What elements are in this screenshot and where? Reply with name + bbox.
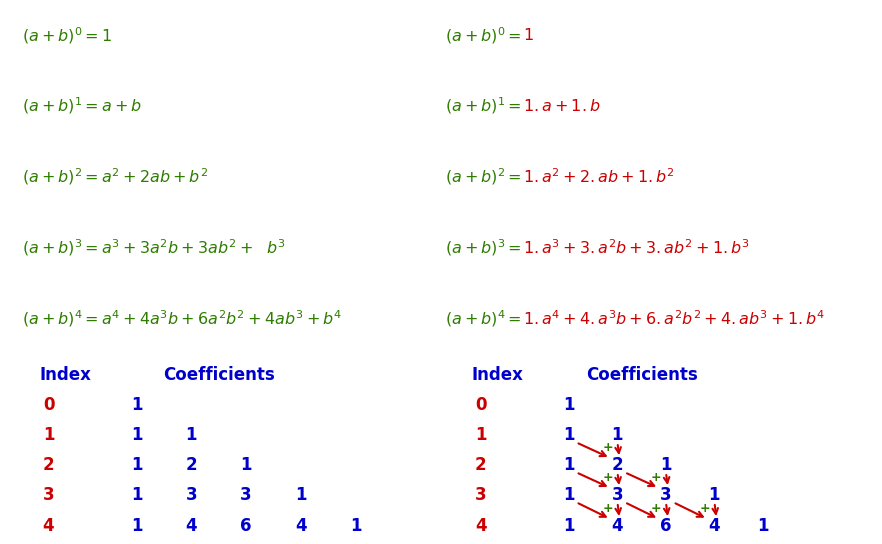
Text: $(a + b)^3 = a^3 + 3a^2b + 3ab^2 +\ \ b^3$: $(a + b)^3 = a^3 + 3a^2b + 3ab^2 +\ \ b^… [22,237,286,258]
Text: 2: 2 [611,456,624,474]
Text: $1$: $1$ [523,27,534,44]
Text: 1: 1 [240,456,252,474]
Text: 1: 1 [295,486,307,504]
Text: $1.a^4 + 4.a^3b + 6.a^2b^2 + 4.ab^3 + 1.b^4$: $1.a^4 + 4.a^3b + 6.a^2b^2 + 4.ab^3 + 1.… [523,309,826,327]
Text: 1: 1 [475,426,487,444]
Text: $1.a^3 + 3.a^2b + 3.ab^2 + 1.b^3$: $1.a^3 + 3.a^2b + 3.ab^2 + 1.b^3$ [523,238,750,257]
Text: $1.a + 1.b$: $1.a + 1.b$ [523,98,601,114]
Text: +: + [602,472,613,484]
Text: 1: 1 [131,517,143,535]
Text: 1: 1 [611,426,624,444]
Text: Index: Index [472,366,524,385]
Text: 1: 1 [708,486,721,504]
Text: 4: 4 [42,517,55,535]
Text: $(a + b)^4 = $: $(a + b)^4 = $ [445,308,522,329]
Text: 0: 0 [475,396,487,415]
Text: 1: 1 [757,517,769,535]
Text: $(a + b)^1 = a + b$: $(a + b)^1 = a + b$ [22,96,142,116]
Text: 3: 3 [42,486,55,504]
Text: $(a + b)^3 = $: $(a + b)^3 = $ [445,237,522,258]
Text: 4: 4 [475,517,487,535]
Text: Coefficients: Coefficients [163,366,275,385]
Text: 1: 1 [349,517,362,535]
Text: 2: 2 [475,456,487,474]
Text: 4: 4 [295,517,307,535]
Text: 1: 1 [563,517,575,535]
Text: $(a + b)^0 = $: $(a + b)^0 = $ [445,25,522,46]
Text: 3: 3 [240,486,252,504]
Text: +: + [651,502,662,515]
Text: $1.a^2 + 2.ab + 1.b^2$: $1.a^2 + 2.ab + 1.b^2$ [523,168,675,186]
Text: 1: 1 [563,426,575,444]
Text: 1: 1 [42,426,55,444]
Text: 3: 3 [185,486,198,504]
Text: +: + [602,442,613,454]
Text: +: + [651,472,662,484]
Text: $(a + b)^2 = $: $(a + b)^2 = $ [445,166,522,187]
Text: +: + [602,502,613,515]
Text: Index: Index [40,366,92,385]
Text: 1: 1 [131,486,143,504]
Text: 4: 4 [708,517,721,535]
Text: Coefficients: Coefficients [587,366,699,385]
Text: 2: 2 [185,456,198,474]
Text: 1: 1 [563,486,575,504]
Text: +: + [699,502,710,515]
Text: 3: 3 [611,486,624,504]
Text: 3: 3 [475,486,487,504]
Text: 1: 1 [660,456,672,474]
Text: 1: 1 [563,456,575,474]
Text: $(a + b)^4 = a^4 + 4a^3b + 6a^2b^2 + 4ab^3 + b^4$: $(a + b)^4 = a^4 + 4a^3b + 6a^2b^2 + 4ab… [22,308,342,329]
Text: 6: 6 [240,517,252,535]
Text: $(a + b)^2 = a^2 + 2ab + b^2$: $(a + b)^2 = a^2 + 2ab + b^2$ [22,166,208,187]
Text: $(a + b)^0 = 1$: $(a + b)^0 = 1$ [22,25,112,46]
Text: 3: 3 [660,486,672,504]
Text: $(a + b)^1 = $: $(a + b)^1 = $ [445,96,522,116]
Text: 1: 1 [131,456,143,474]
Text: 4: 4 [185,517,198,535]
Text: 1: 1 [563,396,575,415]
Text: 0: 0 [42,396,55,415]
Text: 1: 1 [131,426,143,444]
Text: 4: 4 [611,517,624,535]
Text: 6: 6 [660,517,672,535]
Text: 2: 2 [42,456,55,474]
Text: 1: 1 [185,426,198,444]
Text: 1: 1 [131,396,143,415]
